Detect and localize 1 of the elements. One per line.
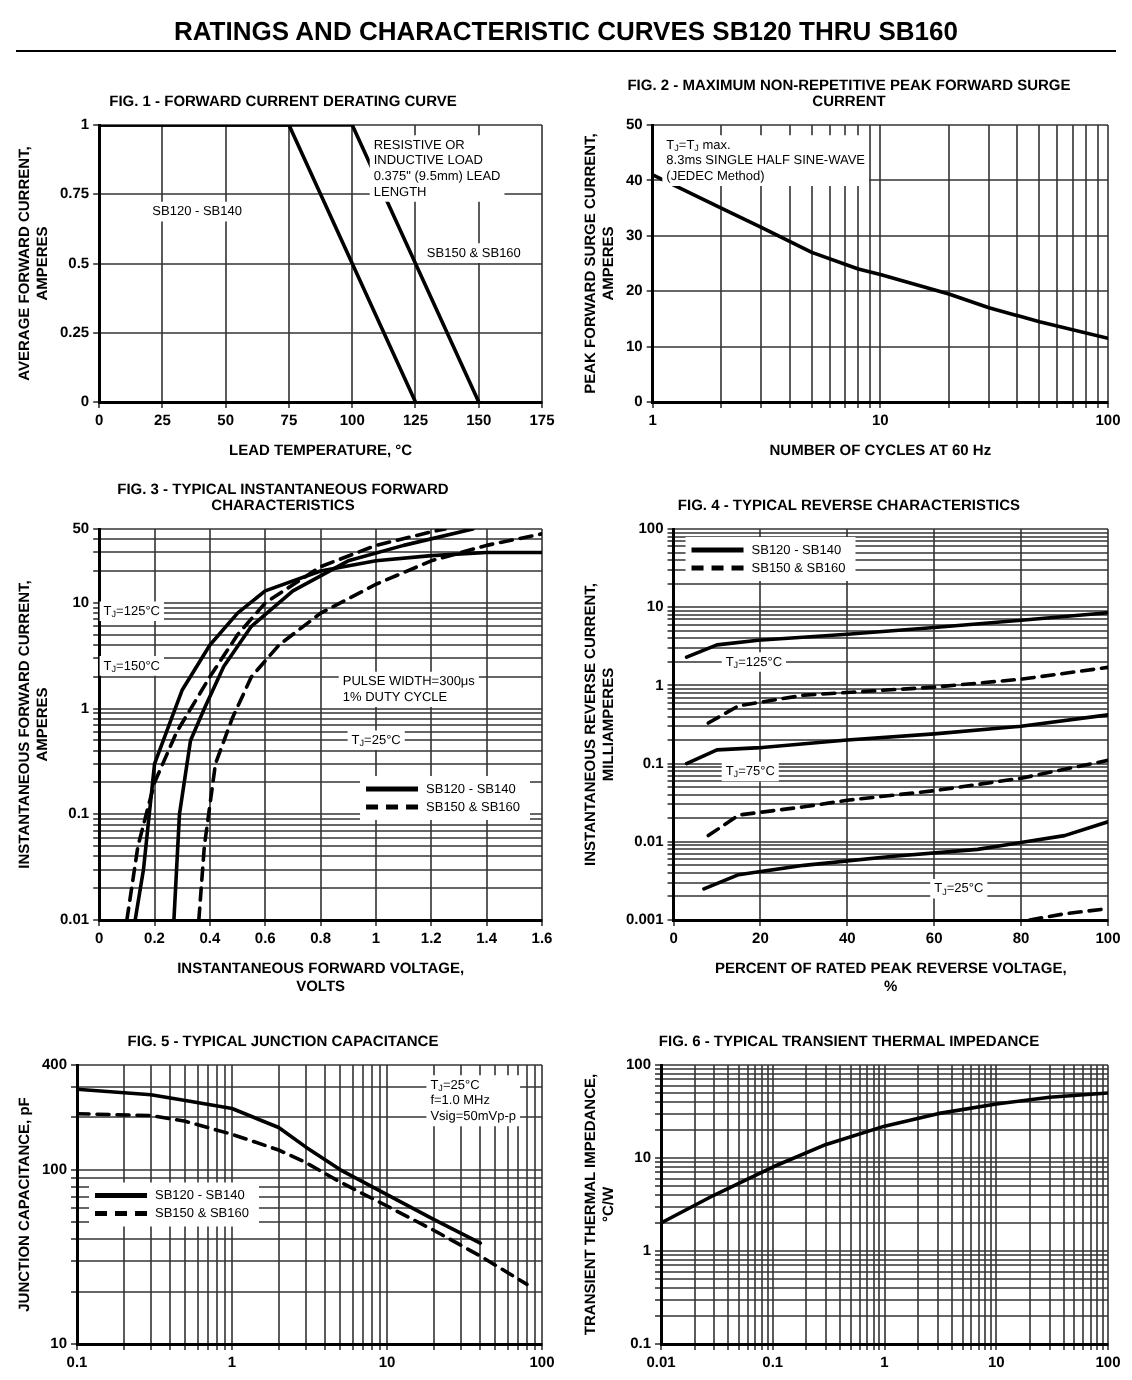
text: RATINGS AND CHARACTERISTIC CURVES SB120 THRU SB160 xyxy=(16,0,1116,52)
